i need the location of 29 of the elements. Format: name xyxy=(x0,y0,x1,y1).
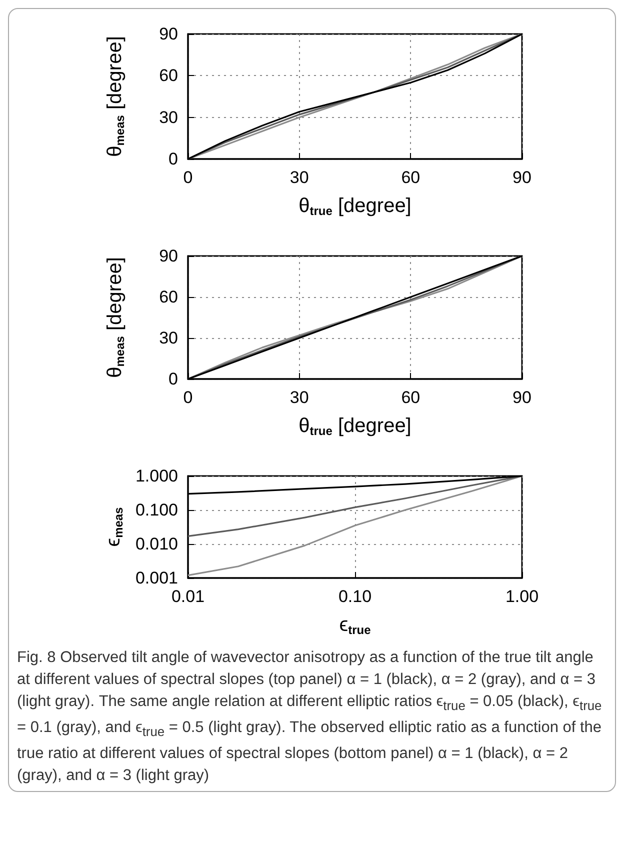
text: Fig. 8 Observed tilt angle of wavevector anisotropy as a function of the true tilt angle at different values of spectral slopes (top panel) α = 1 (black), α = 2 (gray), and α = 3 (light gray). The same angle relation at different elliptic ratios ϵ$_{true}$ = 0.05 (black), ϵ$_{true}$ = 0.1 (gray), and ϵ$_{true}$ = 0.5 (light gray). The observed elliptic ratio as a function of the true ratio at different values of spectral slopes (bottom panel) α = 1 (black), α = 2 (gray), and α = 3 (light gray) xyxy=(17,649,602,784)
x-tick-label: 90 xyxy=(512,168,532,187)
y-tick-label: 90 xyxy=(159,24,178,44)
y-tick-label: 30 xyxy=(159,328,178,348)
line-series xyxy=(187,33,523,160)
x-tick-label: 90 xyxy=(512,388,532,407)
y-tick-label: 0.010 xyxy=(135,534,178,554)
y-tick-label: 30 xyxy=(159,108,178,127)
y-tick-label: 60 xyxy=(159,66,178,86)
x-tick-label: 0.01 xyxy=(171,587,205,606)
line-series xyxy=(187,255,523,380)
y-tick-label: 90 xyxy=(159,246,178,266)
y-axis-title: ϵmeas xyxy=(102,506,126,547)
y-axis-title: θmeas [degree] xyxy=(104,36,127,157)
x-tick-label: 0 xyxy=(183,168,193,187)
x-tick-label: 60 xyxy=(401,168,420,187)
y-tick-label: 0 xyxy=(168,150,178,168)
x-tick-label: 0 xyxy=(183,388,193,407)
x-tick-label: 30 xyxy=(290,388,309,407)
y-tick-label: 60 xyxy=(159,288,178,306)
y-tick-label: 0 xyxy=(168,370,178,388)
x-tick-label: 0.10 xyxy=(338,587,372,606)
x-tick-label: 1.00 xyxy=(505,587,539,606)
y-tick-label: 0.001 xyxy=(135,568,178,588)
x-tick-label: 30 xyxy=(290,168,309,187)
x-tick-label: 60 xyxy=(401,388,420,407)
y-axis-title: θmeas [degree] xyxy=(104,257,127,378)
y-tick-label: 1.000 xyxy=(135,466,178,486)
y-tick-label: 0.100 xyxy=(135,500,178,520)
